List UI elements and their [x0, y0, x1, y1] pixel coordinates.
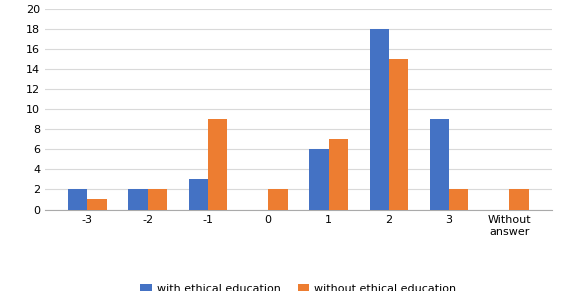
Bar [389, 59, 408, 210]
Bar [268, 189, 288, 210]
Bar [309, 149, 329, 210]
Bar [208, 119, 227, 210]
Bar [510, 189, 529, 210]
Legend: with ethical education, without ethical education: with ethical education, without ethical … [136, 279, 461, 291]
Bar [68, 189, 87, 210]
Bar [369, 29, 389, 210]
Bar [189, 179, 208, 210]
Bar [128, 189, 148, 210]
Bar [329, 139, 348, 210]
Bar [87, 200, 106, 210]
Bar [148, 189, 167, 210]
Bar [449, 189, 468, 210]
Bar [430, 119, 449, 210]
